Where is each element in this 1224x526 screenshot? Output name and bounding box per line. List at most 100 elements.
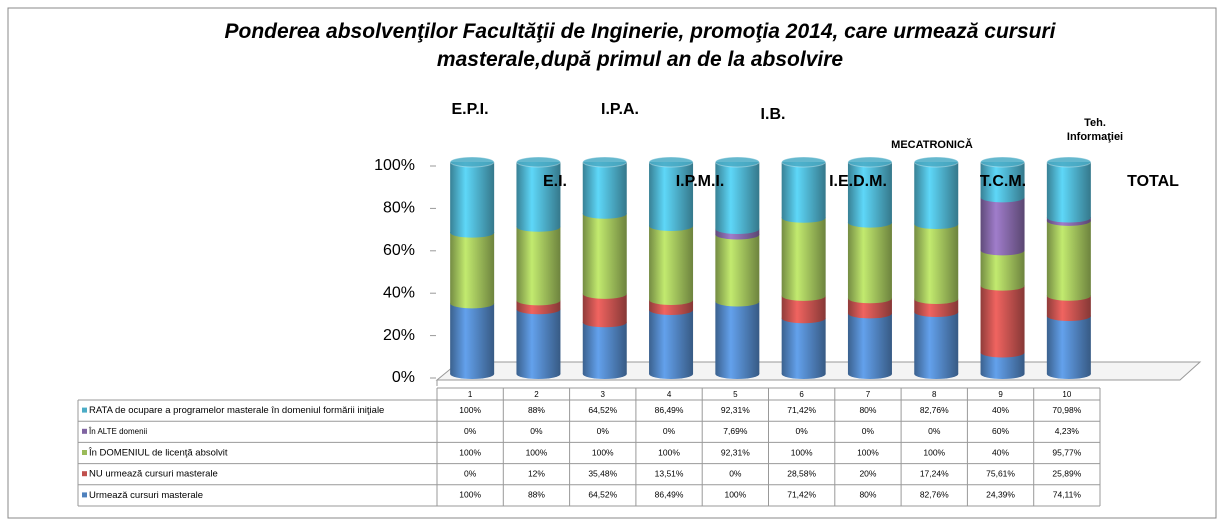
table-value: 100%: [923, 447, 945, 457]
y-tick-label: 100%: [374, 157, 415, 174]
legend-label: RATA de ocupare a programelor masterale …: [89, 405, 384, 416]
cylinder-edge: [715, 296, 760, 307]
cylinder-segment: [582, 162, 627, 214]
cylinder-edge: [649, 295, 694, 306]
legend-label: Urmează cursuri masterale: [89, 490, 203, 501]
table-value: 71,42%: [787, 490, 816, 500]
cylinder-top: [1046, 156, 1092, 168]
table-value: 74,11%: [1053, 490, 1082, 500]
table-value: 100%: [658, 447, 680, 457]
cylinder-edge: [781, 369, 826, 379]
cylinder-edge: [914, 306, 959, 317]
cylinder-edge: [847, 369, 892, 379]
cylinder-edge: [450, 298, 495, 309]
cylinder-segment: [649, 226, 694, 301]
cylinder-segment: [450, 162, 495, 233]
x-tick-label: 4: [667, 390, 672, 399]
table-value: 40%: [992, 447, 1009, 457]
table-value: 0%: [597, 426, 610, 436]
y-tick-label: 60%: [383, 242, 415, 259]
x-tick-label: 10: [1062, 390, 1071, 399]
cylinder-segment: [847, 313, 892, 374]
table-value: 13,51%: [655, 468, 684, 478]
table-value: 86,49%: [655, 405, 684, 415]
table-value: 12%: [528, 468, 545, 478]
cylinder-segment: [516, 162, 561, 227]
table-value: 20%: [859, 468, 876, 478]
cylinder-segment: [582, 322, 627, 374]
cylinder-top: [648, 156, 694, 168]
column-label: MECATRONICĂ: [891, 139, 973, 151]
cylinder-segment: [980, 352, 1025, 374]
table-value: 4,23%: [1055, 426, 1080, 436]
cylinder-edge: [649, 221, 694, 232]
table-value: 24,39%: [986, 490, 1015, 500]
x-tick-label: 2: [534, 390, 539, 399]
table-value: 100%: [459, 490, 481, 500]
cylinder-segment: [847, 222, 892, 299]
x-tick-label: 7: [866, 390, 871, 399]
cylinder-segment: [1046, 295, 1091, 317]
cylinder-edge: [847, 308, 892, 319]
cylinder-edge: [1046, 311, 1091, 322]
table-value: 0%: [928, 426, 941, 436]
table-value: 100%: [459, 447, 481, 457]
column-label: I.P.A.: [601, 101, 639, 118]
column-label: I.B.: [760, 106, 786, 123]
cylinder-top: [515, 156, 561, 168]
cylinder-segment: [781, 162, 826, 218]
table-value: 71,42%: [787, 405, 816, 415]
cylinder-edge: [649, 369, 694, 379]
cylinder-segment: [649, 162, 694, 227]
frame: [7, 7, 1217, 519]
cylinder-segment: [847, 162, 892, 223]
table-value: 86,49%: [655, 490, 684, 500]
cylinder-top: [714, 156, 760, 168]
cylinder-edge: [450, 369, 495, 379]
cylinder-segment: [516, 309, 561, 374]
cylinder-edge: [715, 223, 760, 234]
table-value: 0%: [796, 426, 809, 436]
cylinder-edge: [914, 219, 959, 230]
x-tick-label: 1: [468, 390, 473, 399]
cylinder-edge: [781, 290, 826, 301]
y-tick-label: 20%: [383, 327, 415, 344]
cylinder-edge: [980, 347, 1025, 358]
table-value: 0%: [530, 426, 543, 436]
cylinder-edge: [516, 221, 561, 232]
cylinder-edge: [980, 369, 1025, 379]
column-label: E.P.I.: [451, 101, 489, 118]
table-value: 0%: [663, 426, 676, 436]
cylinder-segment: [715, 234, 760, 302]
x-tick-label: 8: [932, 390, 937, 399]
column-label: TOTAL: [1127, 173, 1179, 190]
cylinder-segment: [715, 162, 760, 229]
legend-swatch: [82, 492, 87, 498]
table-value: 64,52%: [588, 405, 617, 415]
table-value: 0%: [464, 426, 477, 436]
cylinder-edge: [516, 369, 561, 379]
y-tick-label: 0%: [392, 369, 415, 386]
table-value: 100%: [592, 447, 614, 457]
table-value: 25,89%: [1052, 468, 1081, 478]
cylinder-segment: [980, 162, 1025, 198]
y-tick-label: 40%: [383, 284, 415, 301]
cylinder-top: [847, 156, 893, 168]
table-value: 60%: [992, 426, 1009, 436]
x-tick-label: 5: [733, 390, 738, 399]
cylinder-segment: [980, 197, 1025, 251]
table-value: 80%: [859, 490, 876, 500]
cylinder-top: [781, 156, 827, 168]
cylinder-edge: [450, 227, 495, 238]
cylinder-edge: [582, 317, 627, 328]
table-value: 88%: [528, 405, 545, 415]
cylinder-edge: [516, 304, 561, 315]
table-value: 35,48%: [588, 468, 617, 478]
cylinder-segment: [914, 162, 959, 225]
legend-label: NU urmează cursuri masterale: [89, 469, 218, 480]
table-value: 75,61%: [986, 468, 1015, 478]
cylinder-edge: [980, 280, 1025, 291]
cylinder-edge: [980, 192, 1025, 203]
